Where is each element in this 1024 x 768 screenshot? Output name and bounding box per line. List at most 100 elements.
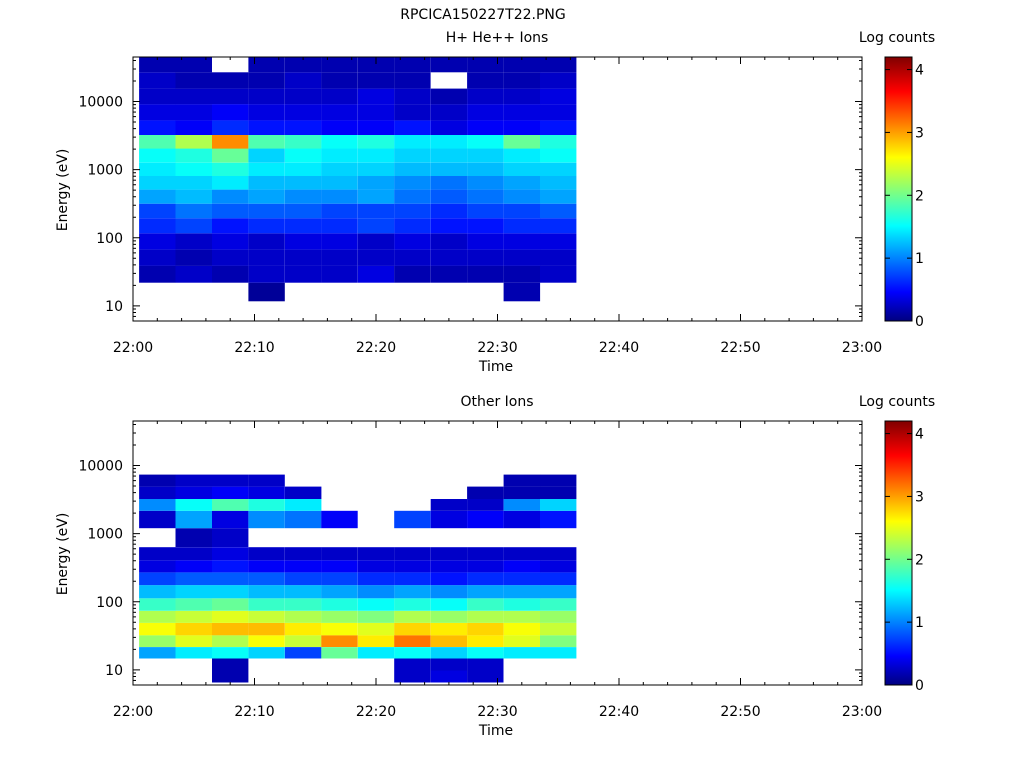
heatmap-cell	[175, 622, 212, 636]
heatmap-cell	[284, 265, 322, 283]
heatmap-cell	[321, 510, 358, 529]
heatmap-cell	[212, 474, 249, 487]
heatmap-cell	[175, 176, 212, 190]
heatmap-cell	[212, 547, 249, 561]
heatmap-cell	[284, 585, 322, 599]
heatmap-cell	[321, 176, 358, 190]
y-axis-label: Energy (eV)	[55, 149, 71, 232]
heatmap-cell	[284, 499, 322, 511]
heatmap-cell	[430, 88, 468, 105]
heatmap-cell	[540, 218, 577, 234]
heatmap-cell	[321, 560, 358, 573]
colorbar-tick-label: 1	[915, 615, 924, 631]
x-tick-label: 22:00	[113, 704, 153, 720]
heatmap-cell	[357, 598, 395, 611]
colorbar-tick-label: 1	[915, 251, 924, 267]
heatmap-cell	[430, 249, 468, 266]
heatmap-cell	[394, 233, 431, 250]
figure-title: RPCICA150227T22.PNG	[400, 7, 565, 23]
heatmap-cell	[212, 233, 249, 250]
heatmap-cell	[212, 189, 249, 204]
heatmap-cell	[357, 218, 395, 234]
heatmap-cell	[321, 189, 358, 204]
heatmap-cell	[394, 57, 431, 73]
heatmap-cell	[248, 148, 285, 163]
heatmap-cell	[357, 148, 395, 163]
heatmap-cell	[248, 265, 285, 283]
heatmap-cell	[430, 218, 468, 234]
heatmap-cell	[284, 560, 322, 573]
heatmap-cell	[394, 647, 431, 659]
heatmap-cell	[540, 104, 577, 121]
heatmap-cell	[430, 162, 468, 176]
heatmap-cell	[284, 218, 322, 234]
heatmap-cell	[357, 249, 395, 266]
heatmap-cell	[394, 203, 431, 219]
heatmap-cell	[248, 104, 285, 121]
heatmap-cell	[321, 120, 358, 135]
heatmap-cell	[139, 176, 176, 190]
x-tick-label: 22:40	[599, 704, 639, 720]
heatmap-cell	[139, 647, 176, 659]
heatmap-cell	[357, 547, 395, 561]
heatmap-cell	[284, 88, 322, 105]
heatmap-cell	[394, 148, 431, 163]
heatmap-cell	[503, 560, 541, 573]
heatmap-cell	[430, 572, 468, 586]
heatmap-cell	[284, 635, 322, 647]
heatmap-cell	[284, 148, 322, 163]
heatmap-cell	[467, 120, 504, 135]
heatmap-cell	[503, 233, 541, 250]
heatmap-cell	[248, 88, 285, 105]
heatmap-cell	[284, 120, 322, 135]
heatmap-cell	[357, 233, 395, 250]
colorbar: 0 1 2 3 4	[884, 420, 924, 694]
heatmap-cell	[394, 88, 431, 105]
heatmap-cell	[467, 135, 504, 149]
heatmap-cell	[467, 635, 504, 647]
heatmap-cell	[503, 148, 541, 163]
y-axis-label: Energy (eV)	[55, 513, 71, 596]
x-tick-label: 22:40	[599, 340, 639, 356]
heatmap-cell	[394, 249, 431, 266]
heatmap-cell	[467, 560, 504, 573]
heatmap-cell	[540, 120, 577, 135]
panel-h-he-ions: H+ He++ Ions Log counts 22:00 22:10 22:20 2…	[55, 30, 935, 375]
heatmap-cell	[503, 647, 541, 659]
heatmap-cell	[321, 622, 358, 636]
heatmap-cell	[248, 203, 285, 219]
heatmap-cell	[248, 560, 285, 573]
heatmap-cell	[503, 265, 541, 283]
y-tick-label: 10000	[78, 459, 123, 475]
x-tick-label: 22:30	[477, 704, 517, 720]
heatmap-cell	[284, 572, 322, 586]
heatmap-cell	[212, 249, 249, 266]
heatmap-cell	[321, 572, 358, 586]
heatmap-cell	[175, 647, 212, 659]
heatmap-cell	[540, 249, 577, 266]
heatmap-cell	[175, 499, 212, 511]
heatmap-cell	[540, 510, 577, 529]
heatmap-cell	[540, 203, 577, 219]
heatmap-cell	[394, 510, 431, 529]
colorbar-tick-label: 4	[915, 63, 924, 79]
heatmap-cell	[284, 610, 322, 623]
x-axis-label: Time	[478, 723, 513, 739]
heatmap-cell	[430, 670, 468, 683]
heatmap-cell	[394, 622, 431, 636]
heatmap-cell	[248, 176, 285, 190]
heatmap-cell	[321, 547, 358, 561]
heatmap-cell	[430, 233, 468, 250]
x-tick-label: 22:10	[234, 340, 274, 356]
heatmap-cell	[357, 72, 395, 89]
heatmap-cell	[467, 176, 504, 190]
heatmap-cell	[430, 148, 468, 163]
heatmap-cell	[175, 233, 212, 250]
heatmap-cell	[139, 120, 176, 135]
colorbar-tick-label: 4	[915, 427, 924, 443]
heatmap-cell	[284, 249, 322, 266]
heatmap-cell	[357, 622, 395, 636]
x-tick-label: 22:00	[113, 340, 153, 356]
heatmap-cell	[540, 474, 577, 487]
heatmap-cell	[139, 572, 176, 586]
